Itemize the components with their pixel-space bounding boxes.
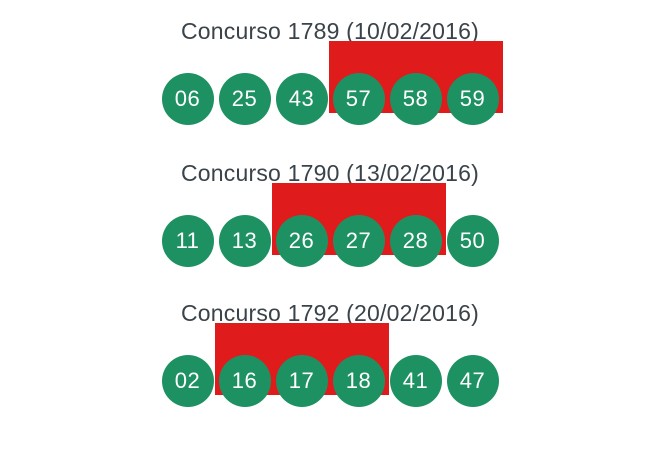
- lottery-ball[interactable]: 58: [389, 73, 442, 125]
- lottery-ball[interactable]: 26: [275, 215, 328, 267]
- lottery-ball[interactable]: 13: [218, 215, 271, 267]
- lottery-ball[interactable]: 57: [332, 73, 385, 125]
- draw-numbers-inner: 06 25 43 57 58 59: [159, 41, 503, 137]
- draw-numbers-row: 06 25 43 57 58 59: [0, 41, 660, 127]
- lottery-ball[interactable]: 02: [161, 355, 214, 407]
- lottery-ball[interactable]: 17: [275, 355, 328, 407]
- draw-block: Concurso 1792 (20/02/2016) 02 16 17 18 4…: [0, 300, 660, 409]
- draw-title: Concurso 1792 (20/02/2016): [180, 300, 479, 326]
- lottery-ball[interactable]: 43: [275, 73, 328, 125]
- lottery-ball[interactable]: 47: [446, 355, 499, 407]
- draw-numbers-row: 11 13 26 27 28 50: [0, 183, 660, 269]
- lottery-ball[interactable]: 28: [389, 215, 442, 267]
- lottery-ball[interactable]: 59: [446, 73, 499, 125]
- lottery-ball[interactable]: 11: [161, 215, 214, 267]
- draw-numbers-inner: 11 13 26 27 28 50: [159, 183, 501, 279]
- draw-numbers-row: 02 16 17 18 41 47: [0, 323, 660, 409]
- lottery-ball[interactable]: 41: [389, 355, 442, 407]
- lottery-ball[interactable]: 06: [161, 73, 214, 125]
- draw-block: Concurso 1789 (10/02/2016) 06 25 43 57 5…: [0, 18, 660, 127]
- draw-title: Concurso 1789 (10/02/2016): [180, 18, 479, 44]
- draw-numbers-inner: 02 16 17 18 41 47: [159, 323, 501, 419]
- lottery-ball[interactable]: 25: [218, 73, 271, 125]
- lottery-ball[interactable]: 50: [446, 215, 499, 267]
- draw-title: Concurso 1790 (13/02/2016): [180, 160, 479, 186]
- draw-block: Concurso 1790 (13/02/2016) 11 13 26 27 2…: [0, 160, 660, 269]
- lottery-ball[interactable]: 16: [218, 355, 271, 407]
- lottery-ball[interactable]: 18: [332, 355, 385, 407]
- lottery-ball[interactable]: 27: [332, 215, 385, 267]
